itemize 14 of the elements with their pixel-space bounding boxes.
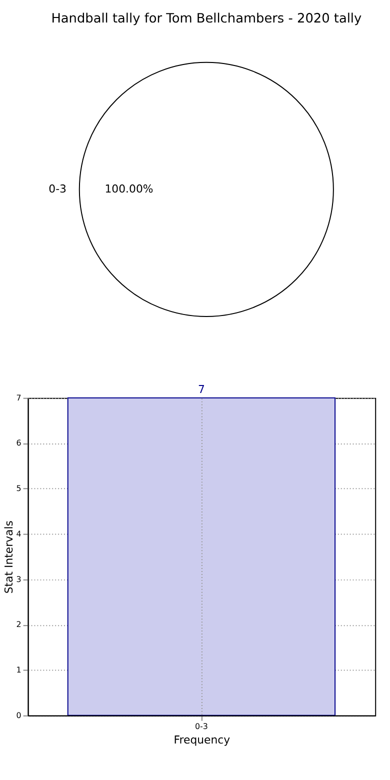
y-tick-label: 4 xyxy=(16,529,22,538)
y-axis-title: Stat Intervals xyxy=(2,520,16,594)
y-tick-label: 6 xyxy=(16,438,22,448)
y-tick-label: 2 xyxy=(16,620,22,630)
y-tick-label: 3 xyxy=(16,574,22,584)
data-label: 7 xyxy=(198,382,205,396)
y-tick-label: 0 xyxy=(16,710,22,720)
data-label: 100.00% xyxy=(104,182,154,196)
slice-label: 0-3 xyxy=(48,182,67,196)
y-tick-label: 1 xyxy=(16,666,22,675)
x-axis-title: Frequency xyxy=(174,734,231,747)
y-tick-label: 7 xyxy=(16,393,22,402)
y-tick-label: 5 xyxy=(16,484,22,494)
chart-title: Handball tally for Tom Bellchambers - 2020 tally xyxy=(51,12,362,27)
